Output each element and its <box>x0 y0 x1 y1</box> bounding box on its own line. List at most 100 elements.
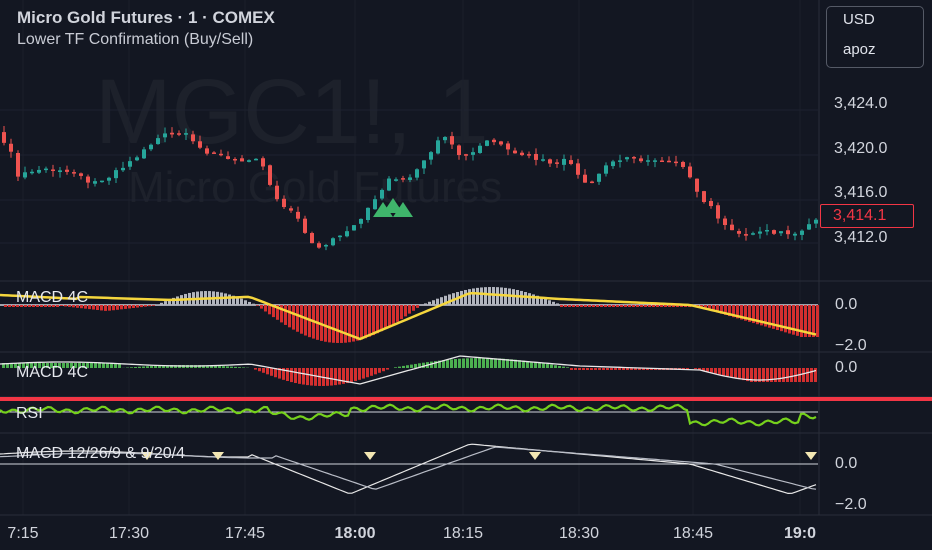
macd-slow-line <box>0 446 817 490</box>
candle-body <box>198 141 202 148</box>
macd-histogram-bar <box>324 305 327 342</box>
macd3-label[interactable]: MACD 12/26/9 & 9/20/4 <box>16 445 185 462</box>
candle-body <box>527 154 531 156</box>
macd2-histogram-bar <box>730 368 733 378</box>
candle-body <box>422 160 426 169</box>
macd-histogram-bar <box>488 287 491 305</box>
candle-body <box>86 176 90 183</box>
rsi-line <box>0 403 817 427</box>
macd-histogram-bar <box>308 305 311 338</box>
buy-signal-arrow <box>373 202 393 217</box>
macd-histogram-bar <box>20 305 23 307</box>
macd-histogram-bar <box>620 305 623 307</box>
macd2-histogram-bar <box>326 368 329 386</box>
candle-body <box>289 208 293 211</box>
candle-body <box>464 154 468 156</box>
macd-histogram-bar <box>268 305 271 315</box>
macd2-histogram-bar <box>474 358 477 368</box>
macd-histogram-bar <box>404 305 407 317</box>
macd-histogram-bar <box>428 301 431 305</box>
macd-histogram-bar <box>84 305 87 309</box>
macd-histogram-bar <box>464 289 467 305</box>
candle-body <box>79 173 83 176</box>
macd2-histogram-bar <box>302 368 305 385</box>
candle-body <box>443 137 447 141</box>
rsi-label[interactable]: RSI <box>16 405 43 422</box>
macd2-histogram-bar <box>118 363 121 368</box>
macd2-histogram-bar <box>14 363 17 368</box>
macd2-histogram-bar <box>166 365 169 368</box>
macd-histogram-bar <box>124 305 127 309</box>
price-tick: 3,424.0 <box>834 95 888 112</box>
macd2-label[interactable]: MACD 4C <box>16 364 89 381</box>
macd2-histogram-bar <box>142 366 145 368</box>
macd2-histogram-bar <box>782 368 785 382</box>
macd-histogram-bar <box>264 305 267 312</box>
candle-body <box>226 156 230 159</box>
macd2-histogram-bar <box>130 367 133 368</box>
macd-histogram-bar <box>28 305 31 307</box>
macd-histogram-bar <box>96 305 99 310</box>
macd-histogram-bar <box>228 294 231 305</box>
candle-body <box>247 160 251 162</box>
macd2-histogram-bar <box>578 368 581 370</box>
macd2-histogram-bar <box>454 359 457 368</box>
macd-histogram-bar <box>412 305 415 311</box>
macd2-histogram-bar <box>618 368 621 370</box>
indicator-name[interactable]: Lower TF Confirmation (Buy/Sell) <box>17 31 254 48</box>
macd-histogram-bar <box>740 305 743 320</box>
macd-histogram-bar <box>408 305 411 314</box>
macd-histogram-bar <box>328 305 331 343</box>
macd2-histogram-bar <box>478 358 481 368</box>
macd-histogram-bar <box>520 290 523 305</box>
currency-unit: apoz <box>843 41 876 58</box>
macd2-histogram-bar <box>370 368 373 376</box>
macd2-histogram-bar <box>262 368 265 373</box>
candle-body <box>114 170 118 179</box>
candle-body <box>65 169 69 172</box>
macd-histogram-bar <box>100 305 103 311</box>
macd2-histogram-bar <box>554 365 557 368</box>
currency-selector[interactable]: USD apoz <box>826 6 924 68</box>
time-tick: 17:30 <box>108 525 150 542</box>
macd2-histogram-bar <box>174 365 177 368</box>
macd2-histogram-bar <box>170 365 173 368</box>
candle-body <box>485 140 489 146</box>
macd-histogram-bar <box>768 305 771 328</box>
candle-body <box>702 191 706 203</box>
macd-histogram-bar <box>416 305 419 308</box>
candle-body <box>16 152 20 177</box>
macd2-histogram-bar <box>806 368 809 382</box>
macd-histogram-bar <box>680 305 683 307</box>
macd2-histogram-bar <box>434 361 437 368</box>
macd2-histogram-bar <box>102 363 105 368</box>
macd-histogram-bar <box>240 298 243 305</box>
macd-histogram-bar <box>140 305 143 308</box>
macd2-histogram-bar <box>210 365 213 368</box>
macd2-histogram-bar <box>754 368 757 382</box>
macd2-histogram-bar <box>646 368 649 370</box>
symbol-title[interactable]: Micro Gold Futures · 1 · COMEX <box>17 8 275 27</box>
macd2-histogram-bar <box>742 368 745 381</box>
candle-body <box>618 160 622 162</box>
macd-histogram-bar <box>372 305 375 336</box>
macd-signal-marker <box>529 452 541 460</box>
candle-body <box>590 181 594 184</box>
macd-histogram-bar <box>748 305 751 322</box>
macd-histogram-bar <box>480 287 483 305</box>
macd1-label[interactable]: MACD 4C <box>16 289 89 306</box>
macd2-histogram-bar <box>110 363 113 368</box>
macd2-histogram-bar <box>162 365 165 368</box>
macd-histogram-bar <box>604 305 607 307</box>
macd-histogram-bar <box>756 305 759 325</box>
candle-body <box>632 157 636 159</box>
macd-histogram-bar <box>8 305 11 307</box>
macd-histogram-bar <box>152 305 155 306</box>
macd-histogram-bar <box>668 305 671 307</box>
macd2-histogram-bar <box>238 367 241 368</box>
candle-body <box>310 233 314 244</box>
candle-body <box>611 161 615 167</box>
candle-body <box>660 160 664 163</box>
